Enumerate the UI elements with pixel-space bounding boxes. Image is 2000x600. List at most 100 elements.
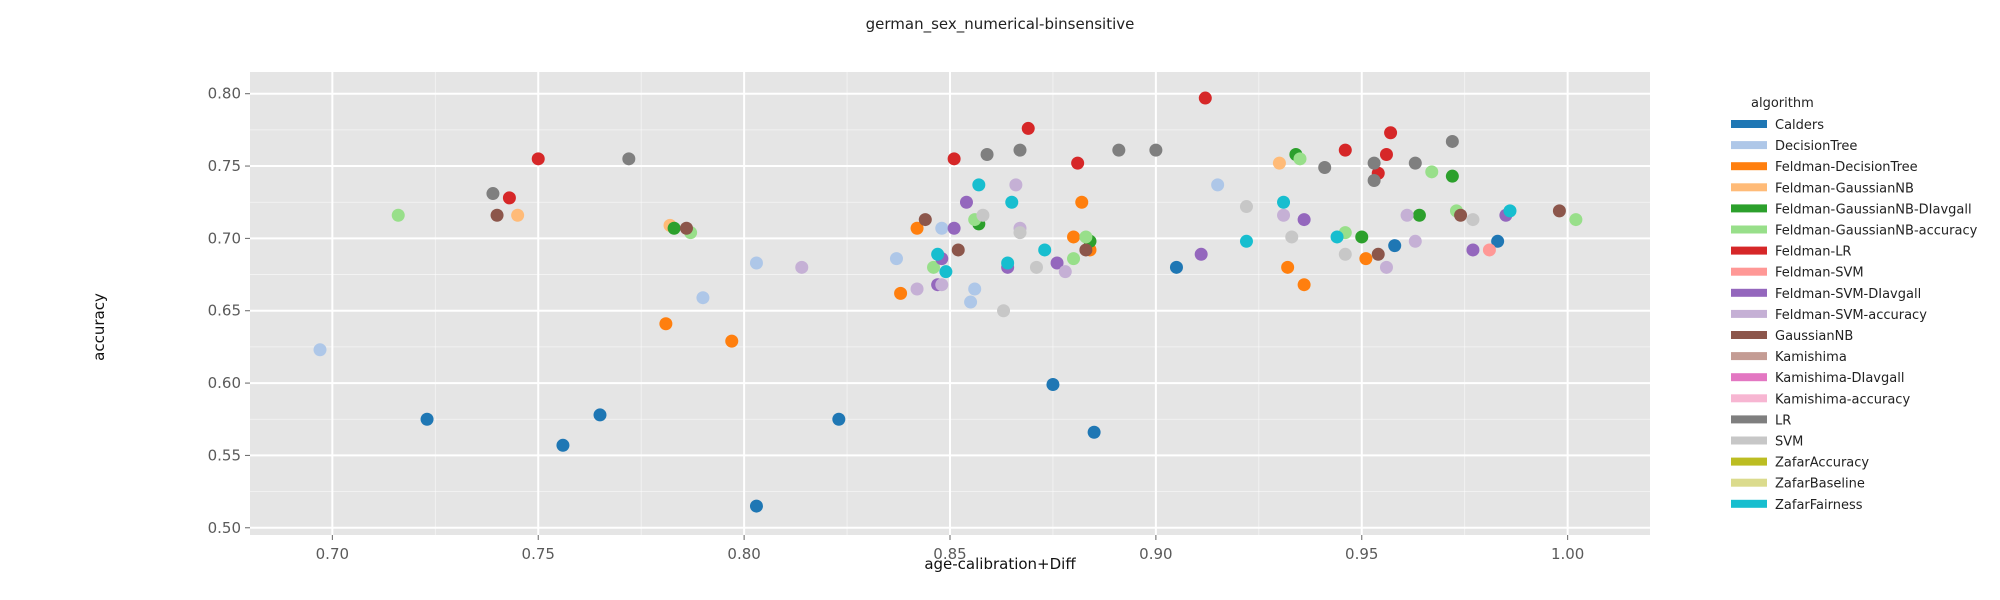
point-feldman-gaussiannb-diavgall: [1445, 169, 1459, 183]
point-zafarfairness: [1005, 195, 1019, 209]
data-points: [313, 91, 1583, 513]
legend-swatch-lr: [1731, 415, 1767, 424]
point-feldman-svm-accuracy: [795, 260, 809, 274]
point-decisiontree: [935, 221, 949, 235]
point-feldman-svm-accuracy: [1277, 208, 1291, 222]
point-decisiontree: [889, 252, 903, 266]
point-zafarfairness: [1038, 243, 1052, 257]
point-zafarfairness: [1239, 234, 1253, 248]
legend-label-feldman-gaussiannb: Feldman-GaussianNB: [1775, 181, 1914, 196]
point-feldman-gaussiannb-accuracy: [1425, 165, 1439, 179]
point-feldman-gaussiannb-accuracy: [391, 208, 405, 222]
legend-title: algorithm: [1751, 96, 1814, 111]
point-calders: [420, 412, 434, 426]
legend-swatch-feldman-lr: [1731, 246, 1767, 255]
legend-label-kamishima-accuracy: Kamishima-accuracy: [1775, 392, 1910, 407]
point-svm: [1285, 230, 1299, 244]
point-feldman-gaussiannb-diavgall: [1412, 208, 1426, 222]
legend-label-lr: LR: [1775, 413, 1791, 428]
legend-label-kamishima-diavgall: Kamishima-DIavgall: [1775, 371, 1904, 386]
legend-label-feldman-gaussiannb-diavgall: Feldman-GaussianNB-DIavgall: [1775, 202, 1972, 217]
legend-swatch-feldman-gaussiannb-accuracy: [1731, 225, 1767, 234]
point-feldman-svm: [1482, 243, 1496, 257]
legend-label-feldman-gaussiannb-accuracy: Feldman-GaussianNB-accuracy: [1775, 224, 1978, 239]
point-gaussiannb: [918, 213, 932, 227]
point-svm: [1338, 247, 1352, 261]
point-feldman-lr: [947, 152, 961, 166]
point-calders: [1388, 239, 1402, 253]
legend-swatch-kamishima-accuracy: [1731, 394, 1767, 403]
point-calders: [1169, 260, 1183, 274]
point-feldman-gaussiannb: [511, 208, 525, 222]
y-tick-label: 0.70: [208, 229, 241, 247]
legend-label-feldman-svm-diavgall: Feldman-SVM-DIavgall: [1775, 287, 1921, 302]
point-svm: [1466, 213, 1480, 227]
y-tick-label: 0.55: [208, 446, 241, 464]
point-zafarfairness: [1503, 204, 1517, 218]
legend-label-gaussiannb: GaussianNB: [1775, 329, 1853, 344]
point-gaussiannb: [951, 243, 965, 257]
point-svm: [1029, 260, 1043, 274]
legend-swatch-decisiontree: [1731, 141, 1767, 150]
point-gaussiannb: [1079, 243, 1093, 257]
point-lr: [980, 147, 994, 161]
legend-label-zafaraccuracy: ZafarAccuracy: [1775, 456, 1869, 471]
point-feldman-decisiontree: [725, 334, 739, 348]
point-calders: [1491, 234, 1505, 248]
point-decisiontree: [696, 291, 710, 305]
legend-label-svm: SVM: [1775, 435, 1803, 450]
point-decisiontree: [749, 256, 763, 270]
point-calders: [749, 499, 763, 513]
y-tick-label: 0.65: [208, 302, 241, 320]
point-svm: [1013, 226, 1027, 240]
point-feldman-lr: [1379, 147, 1393, 161]
x-tick-label: 0.90: [1139, 545, 1172, 563]
legend-swatch-feldman-decisiontree: [1731, 162, 1767, 171]
point-zafarfairness: [1277, 195, 1291, 209]
point-lr: [622, 152, 636, 166]
axis-ticks: 0.70 0.75 0.80 0.85 0.90 0.95 1.00 0.50 0.55 0.60…: [208, 85, 1585, 563]
legend-swatch-zafaraccuracy: [1731, 457, 1767, 466]
point-feldman-decisiontree: [910, 221, 924, 235]
y-tick-label: 0.75: [208, 157, 241, 175]
point-lr: [1318, 160, 1332, 174]
point-feldman-gaussiannb-accuracy: [927, 260, 941, 274]
point-feldman-svm-accuracy: [1408, 234, 1422, 248]
point-lr: [1408, 156, 1422, 170]
x-axis-label: age-calibration+Diff: [924, 555, 1076, 573]
point-decisiontree: [968, 282, 982, 296]
x-tick-label: 0.80: [727, 545, 760, 563]
y-tick-label: 0.50: [208, 519, 241, 537]
point-decisiontree: [964, 295, 978, 309]
x-tick-label: 0.95: [1345, 545, 1378, 563]
y-tick-label: 0.80: [208, 85, 241, 103]
x-tick-label: 0.75: [522, 545, 555, 563]
legend-label-zafarbaseline: ZafarBaseline: [1775, 477, 1865, 492]
point-feldman-svm-diavgall: [1466, 243, 1480, 257]
point-feldman-lr: [531, 152, 545, 166]
point-feldman-svm-diavgall: [1194, 247, 1208, 261]
point-feldman-svm-accuracy: [1058, 265, 1072, 279]
point-zafarfairness: [1330, 230, 1344, 244]
point-feldman-lr: [1021, 121, 1035, 135]
point-feldman-gaussiannb-accuracy: [1067, 252, 1081, 266]
point-feldman-gaussiannb: [1272, 156, 1286, 170]
point-lr: [1013, 143, 1027, 157]
point-feldman-lr: [1198, 91, 1212, 105]
point-feldman-lr: [1384, 126, 1398, 140]
point-feldman-lr: [1338, 143, 1352, 157]
point-gaussiannb: [490, 208, 504, 222]
legend-label-kamishima: Kamishima: [1775, 350, 1847, 365]
legend-swatch-feldman-svm-accuracy: [1731, 309, 1767, 318]
x-tick-label: 1.00: [1551, 545, 1584, 563]
legend-swatch-svm: [1731, 436, 1767, 445]
chart-title: german_sex_numerical-binsensitive: [866, 15, 1135, 34]
point-feldman-lr: [502, 191, 516, 205]
point-feldman-svm-accuracy: [1379, 260, 1393, 274]
point-feldman-svm-diavgall: [1297, 213, 1311, 227]
legend-label-calders: Calders: [1775, 118, 1824, 133]
point-gaussiannb: [1454, 208, 1468, 222]
point-lr: [1445, 134, 1459, 148]
legend-swatch-feldman-gaussiannb-diavgall: [1731, 204, 1767, 213]
